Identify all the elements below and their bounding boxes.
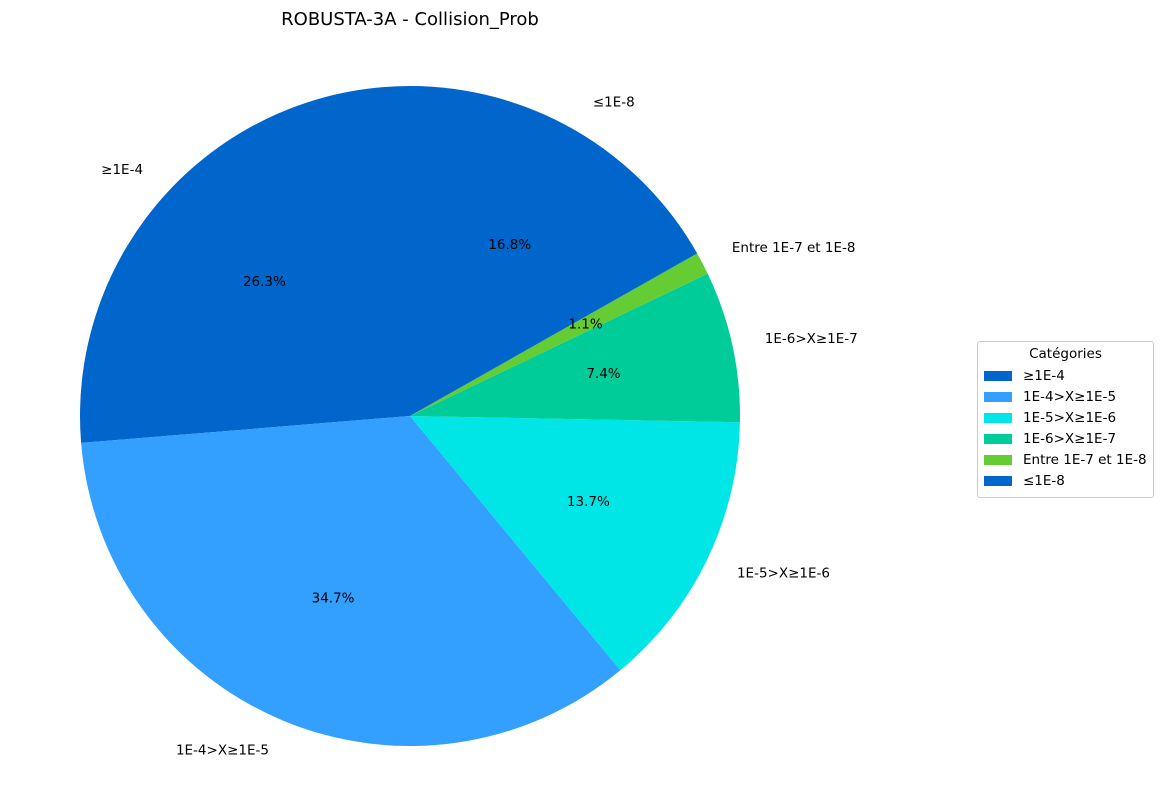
legend-swatch-5 bbox=[984, 475, 1012, 486]
legend-title: Catégories bbox=[1029, 346, 1102, 362]
pie-percent-label-3: 7.4% bbox=[586, 366, 620, 382]
legend: Catégories ≥1E-4 1E-4>X≥1E-5 1E-5>X≥1E-6 1E… bbox=[977, 341, 1154, 498]
pie-percent-label-0: 26.3% bbox=[243, 274, 286, 290]
legend-label-3: 1E-6>X≥1E-7 bbox=[1023, 430, 1117, 447]
chart-title: ROBUSTA-3A - Collision_Prob bbox=[281, 9, 539, 30]
legend-item-0: ≥1E-4 bbox=[978, 365, 1153, 386]
pie-category-label-5: ≤1E-8 bbox=[593, 94, 635, 110]
pie-category-label-2: 1E-5>X≥1E-6 bbox=[737, 566, 830, 582]
legend-items: ≥1E-4 1E-4>X≥1E-5 1E-5>X≥1E-6 1E-6>X≥1E-7 En… bbox=[978, 365, 1153, 491]
legend-item-5: ≤1E-8 bbox=[978, 470, 1153, 491]
pie-slice-0 bbox=[79, 86, 410, 443]
pie-slice-1 bbox=[81, 416, 621, 746]
legend-item-2: 1E-5>X≥1E-6 bbox=[978, 407, 1153, 428]
legend-swatch-3 bbox=[984, 433, 1012, 444]
pie-slice-4 bbox=[410, 253, 708, 416]
legend-item-1: 1E-4>X≥1E-5 bbox=[978, 386, 1153, 407]
legend-swatch-2 bbox=[984, 412, 1012, 423]
pie-category-label-1: 1E-4>X≥1E-5 bbox=[176, 742, 269, 758]
legend-label-1: 1E-4>X≥1E-5 bbox=[1023, 388, 1117, 405]
pie-category-label-3: 1E-6>X≥1E-7 bbox=[765, 331, 858, 347]
legend-swatch-4 bbox=[984, 454, 1012, 465]
pie-category-label-0: ≥1E-4 bbox=[101, 162, 143, 178]
legend-label-4: Entre 1E-7 et 1E-8 bbox=[1023, 451, 1147, 468]
pie-percent-label-1: 34.7% bbox=[312, 590, 355, 606]
legend-swatch-1 bbox=[984, 391, 1012, 402]
legend-label-0: ≥1E-4 bbox=[1023, 367, 1065, 384]
pie-slice-2 bbox=[410, 416, 740, 671]
pie-category-label-4: Entre 1E-7 et 1E-8 bbox=[732, 240, 856, 256]
pie-percent-label-4: 1.1% bbox=[568, 316, 602, 332]
pie-percent-label-5: 16.8% bbox=[488, 237, 531, 253]
legend-label-2: 1E-5>X≥1E-6 bbox=[1023, 409, 1117, 426]
legend-item-3: 1E-6>X≥1E-7 bbox=[978, 428, 1153, 449]
pie-slice-5 bbox=[410, 86, 698, 416]
pie-slice-3 bbox=[410, 273, 740, 423]
pie-slices bbox=[79, 86, 740, 746]
legend-item-4: Entre 1E-7 et 1E-8 bbox=[978, 449, 1153, 470]
pie-percent-label-2: 13.7% bbox=[567, 494, 610, 510]
legend-label-5: ≤1E-8 bbox=[1023, 472, 1065, 489]
pie-labels: 26.3% ≥1E-4 34.7% 1E-4>X≥1E-5 13.7% 1E-5>X≥1E… bbox=[101, 94, 858, 758]
legend-swatch-0 bbox=[984, 370, 1012, 381]
